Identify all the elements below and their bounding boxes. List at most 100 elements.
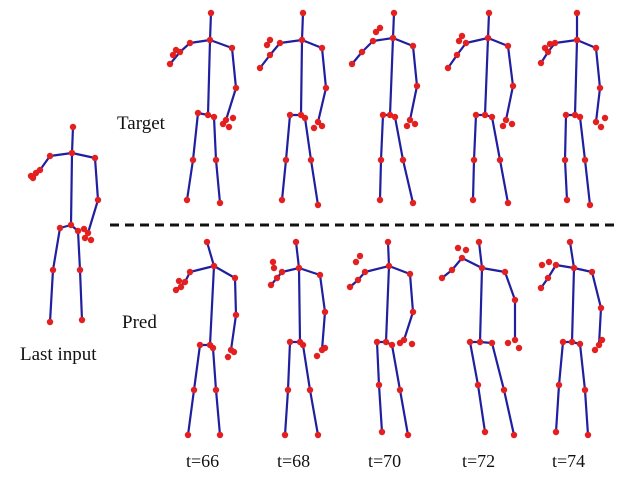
joint-marker (68, 149, 76, 157)
joint-marker (232, 311, 240, 319)
joint-marker (175, 277, 183, 285)
bone-chain (477, 240, 484, 344)
joint-marker (462, 39, 470, 47)
joint-marker (346, 283, 354, 291)
joint-marker (379, 111, 387, 119)
joint-marker (537, 284, 545, 292)
joint-marker (488, 113, 496, 121)
bone-chain (206, 11, 213, 117)
joint-marker (588, 268, 596, 276)
joint-marker (230, 348, 238, 356)
joint-marker (27, 172, 35, 180)
joint-marker (403, 122, 411, 130)
joint-marker (413, 82, 421, 90)
joint-marker (545, 258, 553, 266)
joint-marker (263, 41, 271, 49)
joint-marker (229, 114, 237, 122)
bone-chain (224, 46, 238, 122)
joint-marker (391, 113, 399, 121)
bone-chain (76, 229, 84, 322)
joint-marker (390, 9, 398, 17)
skeleton-pred-t74 (537, 238, 606, 439)
joint-marker (348, 60, 356, 68)
joint-marker (376, 24, 384, 32)
joint-marker (172, 46, 180, 54)
joint-marker (481, 111, 489, 119)
joint-marker (184, 431, 192, 439)
joint-marker (206, 36, 214, 44)
joint-marker (281, 431, 289, 439)
joint-marker (409, 42, 417, 50)
joint-marker (94, 196, 102, 204)
joint-marker (256, 64, 264, 72)
joint-marker (484, 34, 492, 42)
timestep-label-t74: t=74 (552, 451, 586, 471)
joint-marker (212, 386, 220, 394)
joint-marker (322, 84, 330, 92)
joint-marker (181, 278, 189, 286)
joint-marker (358, 48, 366, 56)
joint-marker (282, 156, 290, 164)
joint-marker (266, 36, 274, 44)
joint-marker (551, 39, 559, 47)
joint-marker (186, 268, 194, 276)
joint-marker (278, 268, 286, 276)
joint-marker (504, 42, 512, 50)
joint-marker (470, 156, 478, 164)
joint-marker (183, 196, 191, 204)
joint-marker (406, 270, 414, 278)
joint-marker (541, 44, 549, 52)
joint-marker (581, 156, 589, 164)
joint-marker (444, 64, 452, 72)
joint-marker (313, 352, 321, 360)
joint-marker (408, 340, 416, 348)
joint-marker (286, 338, 294, 346)
joint-marker (378, 428, 386, 436)
pred-row-label: Pred (122, 312, 157, 333)
joint-marker (207, 9, 215, 17)
joint-marker (458, 254, 466, 262)
joint-marker (573, 36, 581, 44)
joint-marker (592, 44, 600, 52)
bone-chain (205, 240, 216, 347)
joint-marker (314, 201, 322, 209)
joint-marker (478, 264, 486, 272)
joint-marker (576, 113, 584, 121)
joint-marker (273, 274, 281, 282)
joint-marker (228, 44, 236, 52)
joint-marker (318, 122, 326, 130)
joint-marker (310, 124, 318, 132)
joint-marker (466, 338, 474, 346)
joint-marker (485, 9, 493, 17)
skeleton-pred-t68 (267, 238, 329, 439)
bone-chain (185, 111, 200, 202)
joint-marker (388, 341, 396, 349)
joint-marker (508, 120, 516, 128)
bone-chain (388, 11, 396, 117)
joint-marker (270, 264, 278, 272)
joint-marker (511, 296, 519, 304)
joint-marker (232, 84, 240, 92)
bone-chain (48, 226, 62, 324)
joint-marker (476, 338, 484, 346)
joint-marker (67, 221, 75, 229)
last-input-label: Last input (20, 344, 97, 365)
joint-marker (601, 114, 609, 122)
joint-marker (166, 60, 174, 68)
joint-marker (266, 51, 274, 59)
joint-marker (361, 268, 369, 276)
joint-marker (481, 428, 489, 436)
joint-marker (78, 316, 86, 324)
joint-marker (502, 116, 510, 124)
joint-marker (500, 386, 508, 394)
joint-marker (396, 386, 404, 394)
joint-marker (389, 34, 397, 42)
joint-marker (369, 37, 377, 45)
joint-marker (224, 353, 232, 361)
joint-marker (561, 156, 569, 164)
joint-marker (69, 123, 77, 131)
joint-marker (84, 229, 92, 237)
joint-marker (385, 262, 393, 270)
joint-marker (225, 123, 233, 131)
joint-marker (501, 268, 509, 276)
